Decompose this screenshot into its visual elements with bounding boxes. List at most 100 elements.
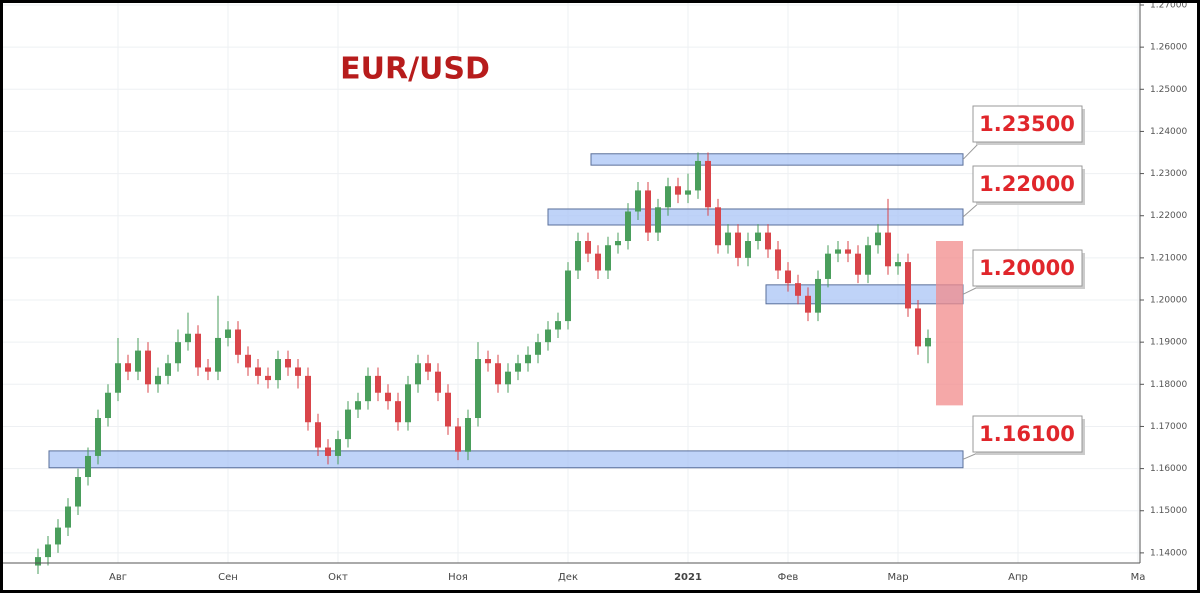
y-tick-label: 1.27000 — [1150, 3, 1187, 11]
candle-body — [605, 245, 611, 271]
candle-body — [755, 232, 761, 242]
candle-body — [155, 375, 161, 385]
candle-body — [825, 253, 831, 279]
candle-body — [235, 329, 241, 355]
candle-body — [885, 232, 891, 267]
candle-body — [95, 418, 101, 456]
level-label: 1.22000 — [979, 172, 1075, 196]
chart: 1.14000 1.15000 1.16000 1.17000 1.18000 1.190… — [3, 3, 1197, 590]
candle-body — [485, 359, 491, 364]
candle-body — [375, 375, 381, 393]
candle-body — [595, 253, 601, 271]
candle-body — [315, 422, 321, 448]
candle-body — [165, 363, 171, 376]
candle-body — [445, 392, 451, 427]
candle-body — [715, 207, 721, 246]
chart-title: EUR/USD — [340, 52, 490, 87]
level-label: 1.23500 — [979, 112, 1075, 136]
callout-box — [972, 105, 1083, 143]
candle-body — [385, 392, 391, 402]
candle-body — [855, 253, 861, 275]
level-zone — [590, 153, 964, 166]
candle-body — [805, 295, 811, 313]
background — [3, 3, 1197, 590]
y-tick-label: 1.26000 — [1150, 43, 1187, 53]
candle-body — [615, 241, 621, 246]
callout-box — [972, 165, 1083, 203]
candle-body — [695, 160, 701, 191]
candle-body — [555, 321, 561, 330]
x-tick-label: Дек — [558, 572, 578, 583]
candle-body — [75, 477, 81, 507]
x-tick-label: Сен — [218, 572, 238, 583]
candle-body — [415, 363, 421, 385]
x-tick-label: Авг — [109, 572, 127, 583]
y-tick-label: 1.19000 — [1150, 338, 1187, 348]
candle-body — [505, 371, 511, 385]
candle-body — [125, 363, 131, 372]
level-label: 1.16100 — [979, 422, 1075, 446]
candle-body — [135, 350, 141, 372]
candle-body — [185, 333, 191, 343]
candle-body — [145, 350, 151, 385]
candle-body — [765, 232, 771, 250]
candle-body — [685, 190, 691, 195]
y-tick-label: 1.21000 — [1150, 253, 1187, 263]
target-zone — [936, 241, 963, 406]
candle-body — [305, 375, 311, 423]
candle-body — [645, 190, 651, 233]
x-tick-label: 2021 — [674, 572, 702, 583]
candle-body — [705, 160, 711, 208]
candle-body — [455, 426, 461, 452]
candle-body — [205, 367, 211, 372]
candle-body — [775, 249, 781, 271]
candle-body — [735, 232, 741, 258]
y-tick-label: 1.17000 — [1150, 422, 1187, 432]
candle-body — [875, 232, 881, 246]
x-tick-label: Мар — [887, 572, 908, 583]
candle-body — [675, 186, 681, 195]
candle-body — [845, 249, 851, 254]
y-tick-label: 1.15000 — [1150, 506, 1187, 516]
candle-body — [435, 371, 441, 393]
candle-body — [55, 527, 61, 545]
candle-body — [255, 367, 261, 376]
candle-body — [785, 270, 791, 284]
candle-body — [325, 447, 331, 456]
candle-body — [545, 329, 551, 343]
candle-body — [635, 190, 641, 212]
candle-body — [345, 409, 351, 440]
candle-body — [355, 401, 361, 410]
candle-body — [535, 342, 541, 355]
candle-body — [295, 367, 301, 376]
y-tick-label: 1.22000 — [1150, 211, 1187, 221]
candle-body — [565, 270, 571, 322]
candle-body — [625, 211, 631, 242]
candle-body — [365, 375, 371, 402]
x-tick-label: Ма — [1131, 572, 1146, 583]
callout-box — [972, 415, 1083, 453]
candle-body — [215, 337, 221, 372]
callout-box — [972, 249, 1083, 287]
y-tick-label: 1.18000 — [1150, 380, 1187, 390]
candle-body — [175, 342, 181, 364]
candle-body — [575, 241, 581, 271]
candle-body — [915, 308, 921, 347]
candle-body — [925, 337, 931, 347]
candle-body — [265, 375, 271, 381]
y-tick-label: 1.25000 — [1150, 85, 1187, 95]
level-label: 1.20000 — [979, 256, 1075, 280]
x-tick-label: Апр — [1008, 572, 1028, 583]
candle-body — [115, 363, 121, 393]
candle-body — [425, 363, 431, 372]
candle-body — [865, 245, 871, 275]
y-tick-label: 1.16000 — [1150, 464, 1187, 474]
candle-body — [45, 544, 51, 558]
candle-body — [795, 283, 801, 296]
level-zone — [48, 450, 964, 469]
candle-body — [835, 249, 841, 254]
candle-body — [475, 359, 481, 419]
candle-body — [585, 241, 591, 254]
candle-body — [225, 329, 231, 338]
